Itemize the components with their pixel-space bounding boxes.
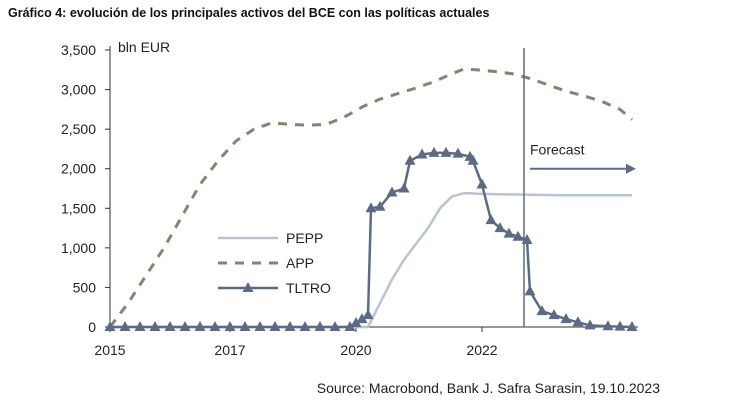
series-point-tltro [485,214,497,225]
series-point-tltro [548,309,560,320]
series-point-tltro [386,186,398,197]
legend: PEPP APP TLTRO [218,230,331,296]
series-point-tltro [560,313,572,324]
series-point-tltro [536,305,548,316]
forecast-layer: Forecast [523,48,636,327]
series-point-tltro [104,321,116,331]
y-tick-label: 0 [88,319,96,335]
series-point-tltro [374,200,386,211]
series-point-tltro [365,202,377,213]
series-point-tltro [428,146,440,157]
series-point-tltro [440,146,452,157]
series-point-tltro [134,321,146,331]
series-point-tltro [344,321,356,331]
series-point-tltro [467,154,479,165]
y-tick-label: 2,000 [61,161,96,177]
series-point-tltro [584,319,596,330]
series-point-tltro [572,316,584,327]
series-point-tltro [209,321,221,331]
series-point-tltro [284,321,296,331]
series-point-tltro [416,148,428,159]
y-tick-label: 3,500 [61,42,96,58]
x-tick-label: 2022 [466,342,497,358]
source-note: Source: Macrobond, Bank J. Safra Sarasin… [316,380,660,396]
legend-label-app: APP [286,255,314,271]
series-point-tltro [239,321,251,331]
chart-title: Gráfico 4: evolución de los principales … [8,6,490,20]
y-tick-label: 500 [73,279,97,295]
legend-marker-tltro [242,282,254,292]
series-point-tltro [476,178,488,189]
series-point-tltro [356,313,368,324]
y-tick-label: 1,000 [61,240,96,256]
y-axis-unit-label: bln EUR [118,39,170,55]
series-point-tltro [254,321,266,331]
series-point-tltro [626,321,638,331]
series-point-tltro [512,230,524,241]
series-point-tltro [503,227,515,238]
series-point-tltro [119,321,131,331]
series-point-tltro [398,182,410,193]
series-point-tltro [314,321,326,331]
y-tick-label: 2,500 [61,121,96,137]
forecast-label: Forecast [530,141,585,157]
series-point-tltro [350,317,362,328]
series-point-tltro [149,321,161,331]
series-point-tltro [362,309,374,320]
y-tick-label: 1,500 [61,200,96,216]
legend-label-pepp: PEPP [286,230,323,246]
series-point-tltro [179,321,191,331]
series-point-tltro [614,320,626,331]
series-line-app [108,67,633,328]
series-point-tltro [224,321,236,331]
series-point-tltro [452,147,464,158]
series-point-tltro [404,154,416,165]
series-line-pepp [110,191,632,329]
series-point-tltro [269,321,281,331]
series-point-tltro [164,321,176,331]
series-line-tltro [110,151,633,329]
legend-label-tltro: TLTRO [286,280,331,296]
x-tick-label: 2017 [214,342,245,358]
series-layer [104,67,638,331]
axes: 0 500 1,000 1,500 2,000 2,500 3,000 3,500 bln EU… [61,39,638,358]
forecast-arrow-head [626,163,636,174]
y-tick-label: 3,000 [61,82,96,98]
series-point-tltro [329,321,341,331]
series-point-tltro [524,285,536,296]
x-tick-label: 2020 [340,342,371,358]
series-point-tltro [602,320,614,331]
x-tick-label: 2015 [94,342,125,358]
series-point-tltro [494,222,506,233]
series-point-tltro [194,321,206,331]
series-point-tltro [299,321,311,331]
